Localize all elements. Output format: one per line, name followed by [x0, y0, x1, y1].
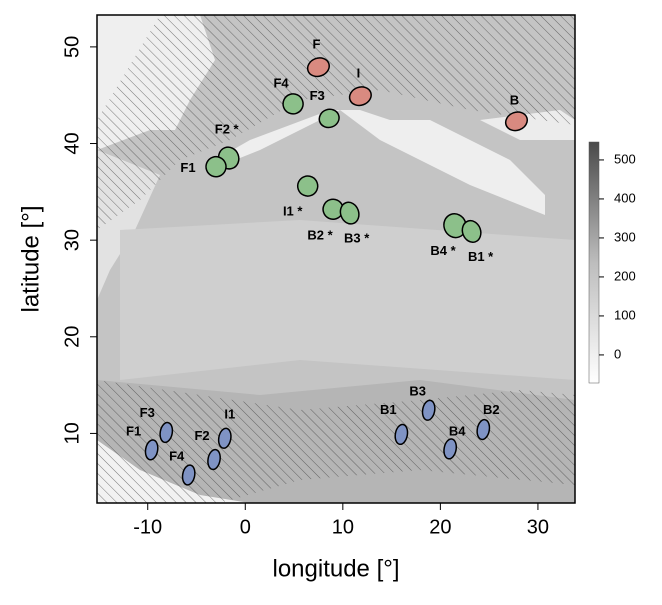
site-label: B1 — [380, 402, 397, 417]
y-axis-label: latitude [°] — [17, 206, 44, 313]
site-marker — [318, 108, 340, 129]
site-marker — [217, 427, 232, 449]
y-tick-label: 50 — [61, 36, 83, 58]
y-tick-label: 20 — [61, 326, 83, 348]
site-label: F2 — [194, 428, 209, 443]
site-marker — [306, 57, 330, 78]
site-label: B2 — [483, 402, 500, 417]
site-label: B4 — [449, 423, 466, 438]
site-label: I1 * — [283, 203, 303, 218]
site-marker — [461, 219, 482, 243]
x-tick-label: -10 — [133, 516, 162, 538]
site-marker — [504, 111, 529, 132]
site-label: F3 — [310, 88, 325, 103]
colorbar-tick-label: 500 — [614, 151, 636, 166]
site-label: B3 * — [344, 231, 370, 246]
site-label: F — [312, 37, 320, 52]
colorbar — [588, 141, 600, 384]
site-label: I — [357, 66, 361, 81]
site-label: F4 — [273, 75, 289, 90]
site-marker — [394, 423, 409, 446]
site-marker — [421, 399, 436, 421]
x-tick-label: 20 — [429, 516, 451, 538]
site-marker — [144, 439, 159, 461]
site-marker — [339, 201, 360, 225]
site-label: F1 — [180, 160, 195, 175]
basemap — [97, 15, 575, 503]
x-tick-label: 0 — [240, 516, 251, 538]
x-axis-label: longitude [°] — [272, 555, 399, 582]
colorbar-tick-label: 100 — [614, 307, 636, 322]
site-marker — [205, 155, 227, 178]
site-marker — [443, 438, 458, 460]
plot-frame — [96, 14, 576, 504]
site-label: B2 * — [307, 228, 333, 243]
site-marker — [348, 86, 372, 107]
site-marker — [476, 418, 491, 441]
site-label: B1 * — [468, 249, 494, 264]
site-label: B3 — [409, 384, 426, 399]
colorbar-tick-label: 300 — [614, 229, 636, 244]
site-label: F4 — [169, 448, 185, 463]
y-tick-label: 10 — [61, 422, 83, 444]
colorbar-tick-label: 200 — [614, 268, 636, 283]
site-marker — [207, 448, 221, 471]
colorbar-tick-label: 400 — [614, 190, 636, 205]
site-marker — [159, 421, 174, 444]
x-tick-label: 30 — [527, 516, 549, 538]
site-label: B — [510, 93, 519, 108]
y-tick-label: 40 — [61, 132, 83, 154]
site-marker — [181, 464, 196, 486]
colorbar-tick-label: 0 — [614, 346, 621, 361]
x-tick-label: 10 — [332, 516, 354, 538]
site-label: F3 — [140, 405, 155, 420]
site-marker — [296, 175, 319, 197]
site-label: F1 — [126, 423, 141, 438]
site-label: I1 — [224, 407, 235, 422]
site-label: F2 * — [215, 121, 240, 136]
site-label: B4 * — [430, 243, 456, 258]
y-tick-label: 30 — [61, 229, 83, 251]
site-marker — [282, 93, 304, 115]
